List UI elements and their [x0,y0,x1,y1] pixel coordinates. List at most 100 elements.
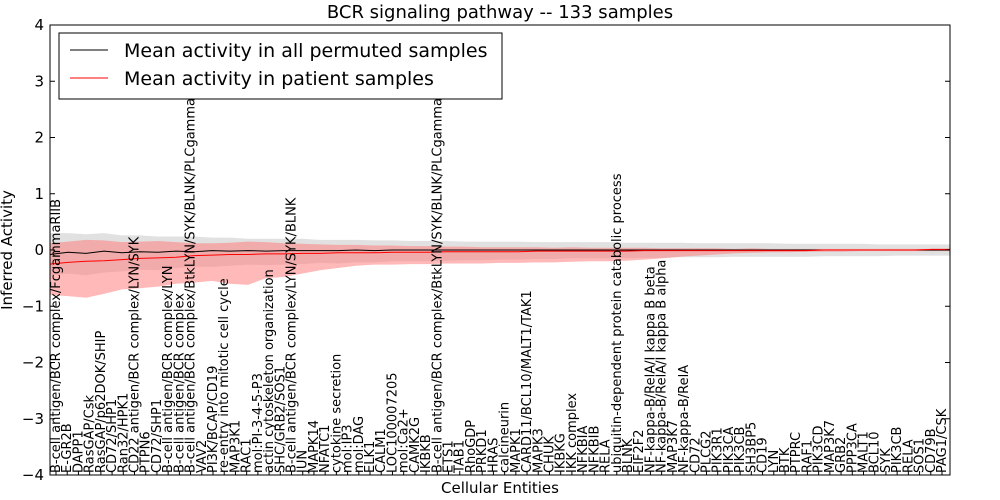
x-tick-label: LYN [767,450,782,473]
x-tick-label: B-cell antigen/BCR complex/BtkLYN/SYK/BL… [184,90,199,473]
x-tick-label: mol:PI-3-4-5-P3 [251,373,266,473]
x-tick-label: LOC100007205 [385,372,400,473]
x-axis-ticks: B-cell antigen/BCR complex/FcgammaRIIBE-… [49,90,950,475]
y-tick-label: 0 [34,241,44,259]
x-tick-label: NF-kappa-B/RelA/I kappa B beta [643,266,658,473]
plot-frame [49,24,951,476]
x-tick-label: RAF1 [800,440,815,473]
x-tick-label: MAPK1 [509,428,524,473]
x-tick-label: DAPP1 [71,430,86,473]
x-tick-label: CD72/SHP1 [105,399,120,473]
x-tick-label: PRKD1 [475,429,490,473]
x-tick-label: CD72/SHP1 [150,399,165,473]
chart-title: BCR signaling pathway -- 133 samples [327,2,673,23]
x-tick-label: B-cell antigen/BCR complex/BtkLYN/SYK/BL… [430,90,445,473]
x-tick-label: VAV2 [195,440,210,473]
x-tick-label: MAP3K7 [823,420,838,473]
x-tick-label: B-cell antigen/BCR complex/LYN [161,266,176,473]
x-tick-label: RELA [599,439,614,473]
x-tick-label: B-cell antigen/BCR complex/LYN/SYK/BLNK [285,197,300,473]
x-tick-label: NF-kappa-B/RelA [677,365,692,473]
x-tick-label: RasGAP/Csk [83,394,98,473]
x-tick-label: GRB2 [834,437,849,473]
x-tick-label: RasGAP/p62DOK/SHIP [94,331,109,473]
x-tick-label: PLCG2 [699,430,714,473]
x-tick-label: MAPK3 [531,428,546,473]
x-tick-label: PIK3CB [890,427,905,473]
y-axis-label: Inferred Activity [0,190,16,310]
x-tick-label: RELA [901,439,916,473]
x-tick-label: IKBKG [554,433,569,473]
x-tick-label: NFKBIB [587,426,602,473]
x-tick-label: calcineurin [498,402,513,473]
y-tick-label: −1 [22,297,44,315]
x-tick-label: PTPN6 [139,431,154,473]
x-tick-label: PPP3CA [845,423,860,473]
x-tick-label: SOS1 [913,438,928,473]
x-tick-label: RhoGDP [464,420,479,473]
x-tick-label: E-GR2B [60,423,75,473]
x-tick-label: CD72 [688,437,703,473]
y-tick-label: 2 [34,129,44,147]
x-tick-label: mol:DAG [352,416,367,473]
series-lines [49,248,950,265]
x-tick-label: CHUK [542,436,557,473]
x-tick-label: PIK3CB [733,427,748,473]
x-tick-label: PIK3CA [722,426,737,473]
x-tick-label: PIK3CD [812,425,827,473]
legend-box [58,32,503,100]
x-tick-label: TAB1 [453,440,468,474]
x-tick-label: BCL10 [868,431,883,473]
line-patient-mean [49,248,950,265]
x-tick-label: RAC1 [240,438,255,473]
x-tick-label: PAG1/CSK [935,408,950,473]
x-tick-label: CD19 [756,437,771,473]
x-tick-label: PI3K/BCAP/CD19 [206,366,221,473]
x-tick-label: CD22 antigen/BCR complex/LYN/SYK [128,236,143,473]
y-tick-label: −4 [22,466,44,484]
x-tick-label: re-entry into mitotic cell cycle [217,278,232,473]
legend: Mean activity in all permuted samples Me… [58,32,503,100]
x-tick-label: JUN [296,450,311,474]
x-axis-label: Cellular Entities [441,479,559,497]
x-tick-label: ELK1 [363,441,378,473]
x-tick-label: CD79B [924,428,939,473]
x-tick-label: MAPK14 [307,420,322,473]
x-tick-label: PTPRC [789,432,804,473]
legend-label-patient: Mean activity in patient samples [124,68,434,90]
x-tick-label: IKK complex [565,393,580,473]
y-tick-label: 1 [34,185,44,203]
x-tick-label: BTK [778,447,793,473]
y-tick-label: −2 [22,354,44,372]
y-tick-label: 3 [34,72,44,90]
x-tick-label: NFKBIA [576,426,591,473]
x-tick-label: IKBKB [419,434,434,473]
x-tick-label: CALM1 [374,428,389,473]
line-permuted-mean [49,249,950,255]
x-tick-label: ubiquitin-dependent protein catabolic pr… [610,173,625,473]
x-tick-label: HRAS [486,438,501,473]
x-tick-label: B-cell antigen/BCR complex [172,293,187,473]
x-tick-label: cytokine secretion [329,354,344,473]
x-tick-label: MAP3K7 [666,420,681,473]
x-tick-label: actin cytoskeleton organization [262,269,277,473]
x-tick-label: ETS1 [442,440,457,473]
x-tick-label: PIK3R1 [711,427,726,473]
x-tick-label: NF-kappa-B/RelA/I kappa B alpha [655,260,670,473]
x-tick-label: BLNK [621,438,636,473]
x-tick-label: MALT1 [856,431,871,473]
x-tick-label: EIF2F2 [632,429,647,473]
x-tick-label: SH3BP5 [744,422,759,473]
x-tick-label: NFATC1 [318,425,333,473]
x-tick-label: SHC/GRB2/SOS1 [273,366,288,473]
y-tick-label: 4 [34,16,44,34]
x-tick-label: Ran32/HPK1 [116,393,131,473]
x-tick-label: SYK [879,448,894,473]
y-tick-label: −3 [22,410,44,428]
x-tick-label: MAP3K1 [228,420,243,473]
x-tick-label: mol:Ca2+ [397,408,412,473]
x-tick-label: CAMK2G [408,417,423,473]
x-tick-label: CARD11/BCL10/MALT1/TAK1 [520,290,535,473]
legend-label-permuted: Mean activity in all permuted samples [124,40,487,62]
